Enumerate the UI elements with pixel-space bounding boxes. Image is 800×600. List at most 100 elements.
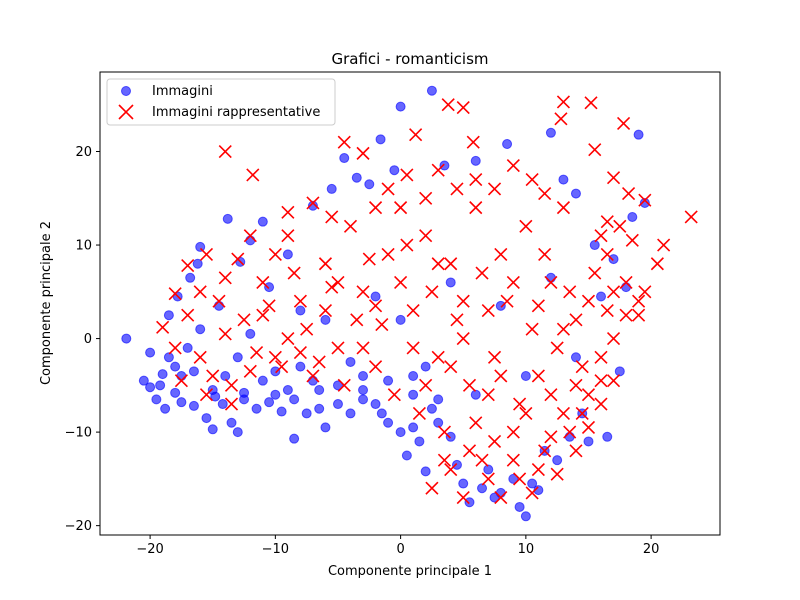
data-point-immagini (445, 431, 456, 442)
data-point-immagini-rappresentative (538, 247, 552, 261)
data-point-immagini-rappresentative (531, 369, 545, 383)
data-point-immagini-rappresentative (581, 388, 596, 402)
data-point-immagini-rappresentative (400, 168, 414, 182)
data-point-immagini (270, 389, 281, 400)
data-point-immagini-rappresentative (475, 453, 489, 467)
data-point-immagini-rappresentative (657, 238, 671, 252)
data-point-immagini-rappresentative (431, 163, 445, 177)
data-point-immagini-rappresentative (406, 303, 420, 318)
data-point-immagini-rappresentative (494, 247, 508, 261)
data-point-immagini (364, 179, 375, 190)
data-point-immagini-rappresentative (275, 360, 289, 374)
data-point-immagini (332, 380, 343, 391)
data-point-immagini (520, 370, 531, 381)
data-point-immagini (213, 300, 224, 311)
data-point-immagini-rappresentative (206, 369, 220, 383)
data-point-immagini-rappresentative (531, 462, 545, 477)
data-point-immagini-rappresentative (481, 303, 495, 318)
data-point-immagini-rappresentative (325, 280, 339, 294)
data-point-immagini-rappresentative (441, 98, 455, 112)
data-point-immagini (420, 466, 431, 477)
data-point-immagini-rappresentative (594, 374, 608, 388)
data-point-immagini-rappresentative (343, 219, 358, 233)
data-point-immagini (351, 172, 362, 183)
data-point-immagini-rappresentative (268, 247, 282, 261)
data-point-immagini (596, 291, 607, 302)
data-point-immagini (176, 370, 187, 381)
data-point-immagini (257, 375, 268, 386)
data-point-immagini (314, 385, 325, 396)
data-point-immagini-rappresentative (300, 322, 314, 336)
data-point-immagini-rappresentative (256, 308, 270, 322)
data-point-immagini-rappresentative (494, 491, 508, 505)
data-point-immagini-rappresentative (619, 275, 633, 290)
data-point-immagini-rappresentative (419, 229, 433, 243)
y-tick-label: 20 (75, 145, 92, 160)
data-point-immagini-rappresentative (469, 416, 483, 430)
data-point-immagini (552, 455, 563, 466)
data-point-immagini-rappresentative (293, 294, 307, 308)
data-point-immagini-rappresentative (538, 444, 552, 458)
data-point-immagini-rappresentative (156, 320, 170, 334)
data-point-immagini-rappresentative (613, 219, 627, 233)
data-point-immagini-rappresentative (281, 229, 295, 243)
data-point-immagini-rappresentative (594, 397, 608, 411)
data-point-immagini-rappresentative (684, 210, 698, 224)
data-point-immagini-rappresentative (519, 406, 533, 420)
data-point-immagini-rappresentative (619, 308, 633, 322)
x-tick-label: −20 (136, 542, 163, 557)
data-point-immagini (389, 165, 400, 176)
data-point-immagini-rappresentative (262, 299, 276, 313)
data-point-immagini-rappresentative (337, 135, 351, 149)
data-point-immagini (477, 483, 488, 494)
data-point-immagini-rappresentative (368, 201, 383, 215)
legend: Immagini Immagini rappresentative (106, 78, 336, 126)
x-tick-label: −10 (262, 542, 289, 557)
data-point-immagini-rappresentative (456, 332, 470, 346)
data-point-immagini (314, 403, 325, 414)
data-point-immagini-rappresentative (616, 116, 631, 131)
data-point-immagini (508, 473, 519, 484)
data-point-immagini (264, 397, 275, 408)
data-point-immagini (160, 403, 171, 414)
data-point-immagini (426, 85, 437, 96)
series-immagini-rappresentative (156, 95, 698, 505)
data-point-immagini-rappresentative (356, 146, 370, 160)
data-point-immagini (639, 197, 650, 208)
data-point-immagini (282, 249, 293, 260)
data-point-immagini-rappresentative (538, 187, 552, 201)
plot-area (99, 71, 721, 536)
data-point-immagini (545, 272, 556, 283)
data-point-immagini (358, 370, 369, 381)
data-point-immagini (589, 240, 600, 251)
data-point-immagini-rappresentative (337, 378, 351, 392)
data-point-immagini (376, 408, 387, 419)
data-point-immagini (320, 314, 331, 325)
data-point-immagini (289, 394, 300, 405)
data-point-immagini-rappresentative (409, 128, 423, 142)
data-point-immagini-rappresentative (606, 374, 621, 388)
data-point-immagini (383, 417, 394, 428)
data-point-immagini-rappresentative (199, 247, 214, 261)
data-point-immagini (520, 511, 531, 522)
data-point-immagini-rappresentative (419, 191, 433, 205)
data-point-immagini (157, 369, 168, 380)
data-point-immagini-rappresentative (588, 266, 602, 280)
data-point-immagini (239, 387, 250, 398)
data-point-immagini (257, 216, 268, 227)
data-point-immagini-rappresentative (550, 341, 564, 355)
data-point-immagini-rappresentative (281, 332, 295, 346)
data-point-immagini-rappresentative (544, 275, 558, 290)
data-point-immagini-rappresentative (594, 229, 608, 243)
data-point-immagini (188, 400, 199, 411)
data-point-immagini (320, 422, 331, 433)
data-point-immagini (188, 366, 199, 377)
data-point-immagini (270, 366, 281, 377)
data-point-immagini-rappresentative (575, 360, 589, 374)
data-point-immagini-rappresentative (199, 388, 214, 402)
data-point-immagini (217, 399, 228, 410)
data-point-immagini-rappresentative (246, 168, 260, 182)
data-point-immagini (192, 258, 203, 269)
data-point-immagini (176, 397, 187, 408)
